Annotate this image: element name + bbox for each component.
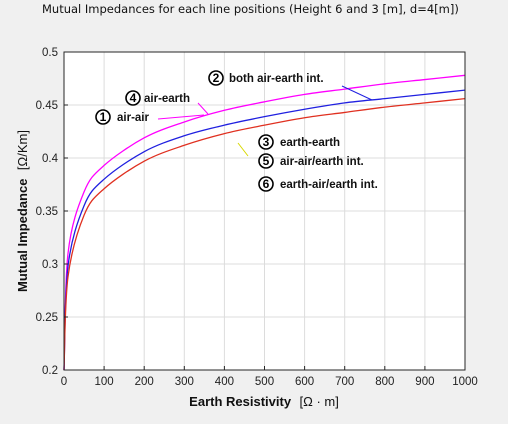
- x-tick-label: 300: [175, 376, 194, 388]
- series-line-1: [63, 74, 466, 371]
- annotation-2: 2 both air-earth int.: [208, 70, 324, 86]
- y-tick-label: 0.25: [36, 312, 58, 324]
- annotation-6: 6 earth-air/earth int.: [258, 176, 378, 192]
- annotation-label: air-earth: [144, 93, 190, 105]
- number-circle-icon: [258, 176, 274, 192]
- leader-line-earth-earth: [237, 142, 249, 157]
- annotation-label: air-air/earth int.: [280, 156, 364, 168]
- x-tick-label: 900: [415, 376, 434, 388]
- number-circle-icon: [208, 70, 224, 86]
- annotation-5: 5 air-air/earth int.: [258, 153, 364, 169]
- annotation-number: 5: [263, 154, 270, 168]
- series-line-2: [63, 89, 466, 371]
- x-tick-label: 500: [255, 376, 274, 388]
- number-circle-icon: [95, 109, 111, 125]
- y-axis-title: Mutual Impedance: [15, 179, 30, 292]
- x-tick-label: 800: [375, 376, 394, 388]
- chart-title: Mutual Impedances for each line position…: [42, 2, 459, 16]
- x-tick-label: 0: [61, 376, 67, 388]
- annotation-number: 6: [263, 177, 270, 191]
- y-tick-label: 0.35: [36, 206, 58, 218]
- x-tick-label: 600: [295, 376, 314, 388]
- annotation-number: 1: [100, 110, 107, 124]
- y-tick-label: 0.45: [36, 100, 58, 112]
- annotation-4: 4 air-earth: [125, 90, 190, 106]
- series-lines: [63, 74, 466, 371]
- x-tick-label: 1000: [452, 376, 478, 388]
- x-tick-label: 200: [135, 376, 154, 388]
- x-axis-unit: [Ω · m]: [300, 394, 339, 409]
- y-axis-label: Mutual Impedance [Ω/Km]: [14, 130, 31, 292]
- grid: [64, 52, 465, 370]
- number-circle-icon: [258, 134, 274, 150]
- y-tick-label: 0.2: [42, 365, 58, 377]
- leader-line-air-air: [157, 114, 205, 120]
- x-tick-label: 100: [95, 376, 114, 388]
- series-line-3: [63, 97, 466, 371]
- leader-line-both-air-earth: [341, 85, 373, 101]
- x-axis-label: Earth Resistivity [Ω · m]: [189, 393, 339, 410]
- annotation-number: 3: [263, 135, 270, 149]
- x-axis-title: Earth Resistivity: [189, 394, 292, 409]
- annotation-label: both air-earth int.: [229, 73, 324, 85]
- annotation-label: earth-air/earth int.: [280, 179, 378, 191]
- annotation-number: 2: [213, 71, 220, 85]
- annotation-1: 1 air-air: [95, 109, 149, 125]
- y-axis-unit: [Ω/Km]: [15, 130, 30, 170]
- y-tick-label: 0.5: [42, 47, 58, 59]
- number-circle-icon: [125, 90, 141, 106]
- number-circle-icon: [258, 153, 274, 169]
- leader-line-air-earth: [197, 102, 209, 115]
- x-tick-label: 700: [335, 376, 354, 388]
- x-tick-label: 400: [215, 376, 234, 388]
- annotation-3: 3 earth-earth: [258, 134, 340, 150]
- y-tick-label: 0.4: [42, 153, 59, 165]
- y-tick-label: 0.3: [42, 259, 58, 271]
- annotation-label: earth-earth: [280, 137, 340, 149]
- annotation-number: 4: [130, 91, 137, 105]
- annotation-label: air-air: [117, 112, 149, 124]
- tick-labels: 0 100 200 300 400 500 600 700 800 900 1000 0.2 0.25 0…: [36, 47, 478, 388]
